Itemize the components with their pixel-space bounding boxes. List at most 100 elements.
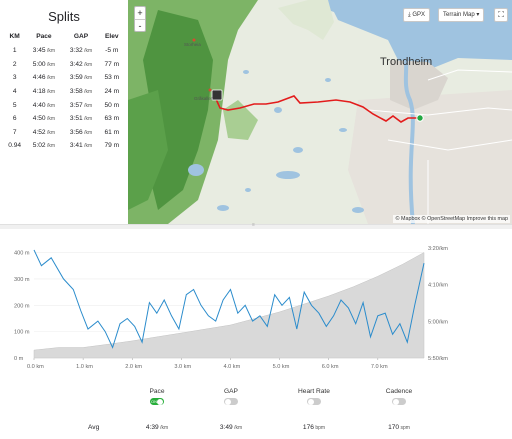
avg-unit: /km: [232, 425, 243, 431]
split-pace: 4:52 /km: [25, 126, 62, 140]
split-elev: 61 m: [100, 126, 124, 140]
metric-toggle[interactable]: [224, 398, 238, 405]
zoom-out-button[interactable]: -: [135, 19, 145, 31]
split-elev-value: 53 m: [104, 74, 120, 82]
split-km: 0.94: [4, 139, 25, 153]
split-pace-value: 4:46: [32, 74, 46, 82]
elevation-pace-chart[interactable]: 0 m 100 m 200 m 300 m 400 m 3:20/km 4:10/km 5:0…: [0, 230, 512, 375]
col-elev: Elev: [104, 33, 119, 40]
split-row[interactable]: 5 4:40 /km 3:57 /km 50 m: [4, 98, 124, 112]
avg-number: 170: [388, 424, 400, 431]
y-left-tick: 0 m: [14, 356, 24, 362]
y-right-tick: 4:10/km: [428, 283, 448, 289]
split-elev-value: -5 m: [105, 47, 119, 55]
split-unit: /km: [45, 89, 56, 96]
avg-label: Avg: [88, 424, 100, 431]
zoom-in-button[interactable]: +: [137, 8, 143, 18]
split-unit: /km: [82, 102, 93, 109]
split-pace-value: 3:45: [32, 47, 46, 55]
col-pace: Pace: [36, 33, 52, 40]
map-canvas: [128, 0, 512, 224]
terrain-map-dropdown[interactable]: Terrain Map ▾: [438, 8, 485, 22]
split-unit: /km: [82, 116, 93, 123]
split-elev-value: 77 m: [104, 60, 120, 68]
city-label: Trondheim: [380, 56, 433, 68]
split-elev: 53 m: [100, 71, 124, 85]
splits-title: Splits: [48, 9, 80, 24]
split-row[interactable]: 1 3:45 /km 3:32 /km -5 m: [4, 44, 124, 58]
place-label-grakallen: Gråkallen: [194, 96, 214, 101]
y-right-tick: 5:00/km: [428, 319, 448, 325]
y-right-tick: 3:20/km: [428, 246, 448, 252]
lakes: [188, 70, 364, 213]
split-gap: 3:59 /km: [62, 71, 99, 85]
split-gap-value: 3:32: [69, 47, 83, 55]
split-gap: 3:51 /km: [62, 112, 99, 126]
route-map[interactable]: Storheia Gråkallen Trondheim + - ⤓ GPX T…: [128, 0, 512, 224]
elevation-area: [33, 252, 425, 359]
split-elev: -5 m: [100, 44, 124, 58]
split-elev: 79 m: [100, 139, 124, 153]
metric-pace: Pace ON: [117, 388, 197, 407]
split-gap: 3:42 /km: [62, 58, 99, 72]
split-pace: 4:46 /km: [25, 71, 62, 85]
split-row[interactable]: 7 4:52 /km 3:56 /km 61 m: [4, 126, 124, 140]
split-unit: /km: [45, 102, 56, 109]
split-pace: 5:02 /km: [25, 139, 62, 153]
split-unit: /km: [82, 89, 93, 96]
split-elev-value: 61 m: [104, 128, 120, 136]
metric-label: Cadence: [385, 388, 413, 395]
split-row[interactable]: 2 5:00 /km 3:42 /km 77 m: [4, 58, 124, 72]
split-unit: /km: [45, 143, 56, 150]
split-gap-value: 3:58: [69, 88, 83, 96]
split-km-value: 6: [12, 115, 17, 123]
metric-toggle[interactable]: [307, 398, 321, 405]
split-gap-value: 3:59: [69, 74, 83, 82]
toggle-on-text: ON: [151, 399, 157, 404]
fullscreen-button[interactable]: ⛶: [494, 8, 508, 22]
split-row[interactable]: 6 4:50 /km 3:51 /km 63 m: [4, 112, 124, 126]
gpx-download-button[interactable]: ⤓ GPX: [403, 8, 430, 22]
split-pace-value: 5:02: [32, 142, 46, 150]
split-km: 2: [4, 58, 25, 72]
split-unit: /km: [45, 48, 56, 55]
route-start-marker[interactable]: [416, 114, 424, 122]
metric-toggle[interactable]: ON: [150, 398, 164, 405]
x-tick: 4.0 km: [223, 364, 240, 370]
avg-unit: bpm: [313, 425, 326, 431]
x-tick: 5.0 km: [273, 364, 290, 370]
split-unit: /km: [82, 75, 93, 82]
x-tick: 6.0 km: [322, 364, 339, 370]
split-pace-value: 4:40: [32, 101, 46, 109]
split-pace: 4:50 /km: [25, 112, 62, 126]
splits-header-row: KM Pace GAP Elev: [4, 32, 124, 44]
metric-cadence: Cadence: [359, 388, 439, 407]
river: [398, 38, 415, 224]
split-pace-value: 5:00: [32, 60, 46, 68]
split-km: 6: [4, 112, 25, 126]
col-gap: GAP: [73, 33, 89, 40]
metric-gap: GAP: [191, 388, 271, 407]
split-row[interactable]: 4 4:18 /km 3:58 /km 24 m: [4, 85, 124, 99]
map-attribution: © Mapbox © OpenStreetMap Improve this ma…: [393, 215, 510, 223]
split-elev-value: 24 m: [104, 88, 120, 96]
split-km: 4: [4, 85, 25, 99]
avg-unit: spm: [399, 425, 410, 431]
split-row[interactable]: 0.94 5:02 /km 3:41 /km 79 m: [4, 139, 124, 153]
split-gap-value: 3:41: [69, 142, 83, 150]
x-tick: 0.0 km: [27, 364, 44, 370]
resize-handle[interactable]: ≡: [0, 222, 512, 229]
split-row[interactable]: 3 4:46 /km 3:59 /km 53 m: [4, 71, 124, 85]
y-right-tick: 5:50/km: [428, 356, 448, 362]
metric-label: Heart Rate: [298, 388, 330, 395]
avg-number: 4:39: [145, 424, 159, 431]
route-line: [215, 95, 420, 123]
avg-value: 176 bpm: [274, 424, 354, 431]
route-end-marker[interactable]: [211, 89, 223, 101]
split-gap-value: 3:42: [69, 60, 83, 68]
split-gap: 3:58 /km: [62, 85, 99, 99]
metric-label: GAP: [224, 388, 238, 395]
split-pace: 5:00 /km: [25, 58, 62, 72]
metric-toggle[interactable]: [392, 398, 406, 405]
